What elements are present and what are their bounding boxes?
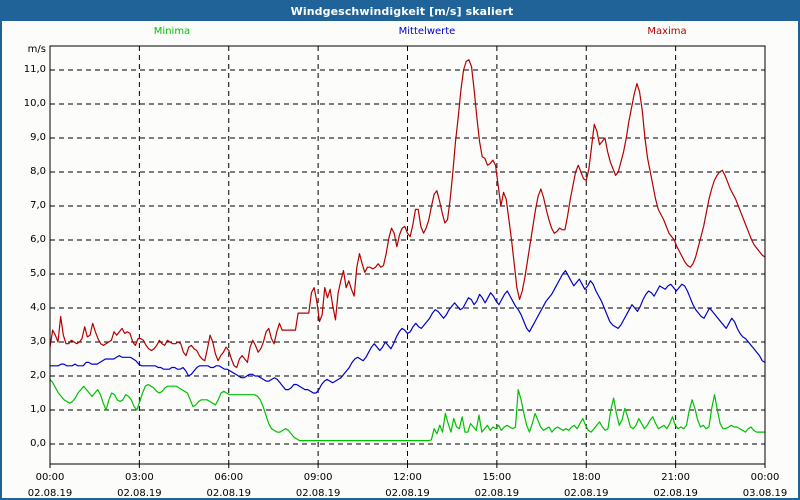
y-axis-unit-label: m/s: [27, 44, 46, 55]
legend-item-minima: Minima: [153, 26, 191, 37]
y-axis-tick-label: 11,0: [23, 64, 46, 75]
legend-item-maxima: Maxima: [647, 26, 687, 37]
y-axis-tick-label: 9,0: [30, 132, 46, 143]
x-axis-time-label: 06:00: [214, 472, 244, 483]
y-axis-tick-label: 3,0: [30, 336, 46, 347]
x-axis-date-label: 02.08.19: [206, 488, 252, 499]
x-axis-date-label: 02.08.19: [474, 488, 520, 499]
x-axis-time-label: 00:00: [750, 472, 780, 483]
x-axis-time-label: 18:00: [571, 472, 601, 483]
x-axis-date-label: 03.08.19: [742, 488, 788, 499]
x-axis-date-label: 02.08.19: [653, 488, 698, 499]
x-axis-date-label: 02.08.19: [385, 488, 430, 499]
y-axis-tick-label: 10,0: [23, 98, 46, 109]
x-axis-time-label: 15:00: [482, 472, 512, 483]
y-axis-tick-label: 1,0: [30, 404, 46, 415]
y-axis-tick-label: 5,0: [30, 268, 46, 279]
chart-legend: Minima Mittelwerte Maxima: [2, 24, 798, 40]
y-axis-tick-label: 0,0: [30, 438, 46, 449]
x-axis-time-label: 00:00: [35, 472, 65, 483]
y-axis-tick-label: 7,0: [30, 200, 46, 211]
y-axis-tick-label: 8,0: [30, 166, 46, 177]
series-line-mittelwerte: [49, 270, 766, 394]
x-axis-time-label: 21:00: [661, 472, 691, 483]
series-line-minima: [49, 378, 766, 442]
series-line-maxima: [49, 59, 766, 369]
plot-area: m/s 0,0 1,0 2,0 3,0 4,0 5,0 6,0 7,0 8,0 9,0 10,0 11…: [2, 40, 798, 499]
window-title-bar: Windgeschwindigkeit [m/s] skaliert: [2, 2, 798, 21]
x-axis-date-label: 02.08.19: [295, 488, 341, 499]
x-axis-date-label: 02.08.19: [563, 488, 609, 499]
y-axis-tick-label: 6,0: [30, 234, 46, 245]
legend-item-mittelwerte: Mittelwerte: [398, 26, 456, 37]
x-axis-time-label: 03:00: [124, 472, 154, 483]
x-axis-time-label: 09:00: [303, 472, 333, 483]
x-axis-time-label: 12:00: [393, 472, 422, 483]
y-axis-tick-label: 2,0: [30, 370, 46, 381]
y-axis-tick-label: 4,0: [30, 302, 46, 313]
plot-frame-overlay: [49, 45, 766, 465]
chart-canvas: [49, 45, 766, 468]
x-axis-date-label: 02.08.19: [117, 488, 162, 499]
x-axis-date-label: 02.08.19: [27, 488, 73, 499]
